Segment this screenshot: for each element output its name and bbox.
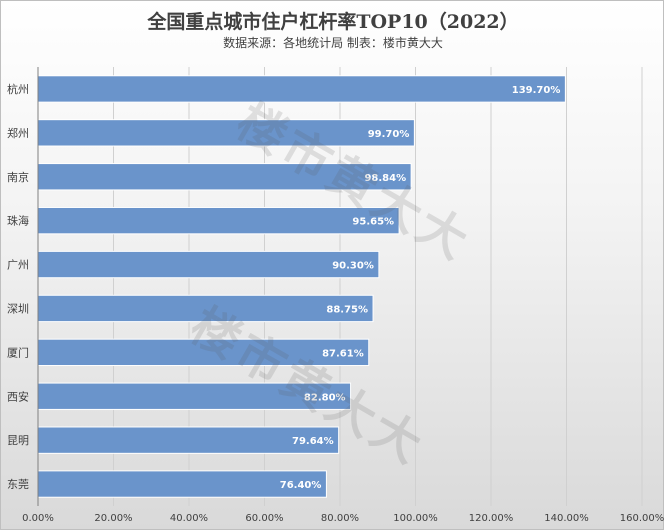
category-label: 厦门	[7, 345, 29, 359]
category-label: 昆明	[7, 434, 29, 447]
bar	[37, 163, 412, 191]
data-label: 95.65%	[352, 217, 394, 228]
bar	[37, 75, 566, 103]
x-tick-label: 100.00%	[393, 513, 438, 524]
category-label: 西安	[7, 389, 29, 403]
data-label: 76.40%	[280, 480, 322, 491]
data-label: 99.70%	[368, 129, 410, 140]
x-tick-label: 160.00%	[620, 513, 664, 524]
x-tick-label: 0.00%	[22, 513, 54, 524]
x-tick-label: 40.00%	[170, 513, 208, 524]
data-label: 139.70%	[512, 85, 561, 96]
chart-subtitle: 数据来源：各地统计局 制表：楼市黄大大	[223, 36, 443, 50]
x-tick-label: 140.00%	[544, 513, 589, 524]
x-tick-label: 80.00%	[321, 513, 359, 524]
category-label: 深圳	[7, 302, 29, 315]
bar	[37, 338, 370, 367]
bar	[37, 294, 374, 323]
category-label: 珠海	[7, 214, 29, 228]
category-label: 郑州	[7, 126, 29, 140]
data-label: 88.75%	[326, 304, 368, 315]
bar	[37, 119, 415, 147]
data-label: 79.64%	[292, 436, 334, 447]
bar	[37, 382, 352, 410]
data-label: 90.30%	[332, 261, 374, 272]
x-tick-label: 20.00%	[94, 513, 132, 524]
chart-title: 全国重点城市住户杠杆率TOP10（2022）	[147, 11, 519, 33]
bar	[37, 250, 380, 279]
x-tick-label: 60.00%	[245, 513, 283, 524]
category-label: 东莞	[7, 478, 29, 491]
data-label: 98.84%	[364, 173, 406, 184]
category-label: 杭州	[7, 82, 29, 96]
data-label: 82.80%	[304, 392, 346, 403]
category-label: 广州	[7, 259, 29, 272]
category-label: 南京	[7, 170, 29, 184]
bar	[37, 426, 340, 454]
bar	[37, 206, 400, 235]
data-label: 87.61%	[322, 348, 364, 359]
x-tick-label: 120.00%	[469, 513, 514, 524]
